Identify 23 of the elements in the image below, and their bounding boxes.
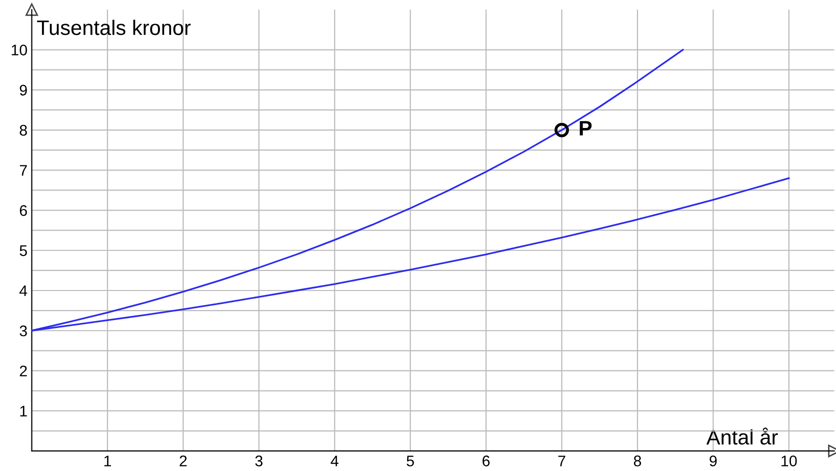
x-tick-label: 2 — [180, 456, 187, 466]
x-axis-title: Antal år — [706, 428, 778, 445]
annotation: P — [580, 121, 592, 136]
y-axis-title: Tusentals kronor — [37, 20, 191, 36]
x-tick-label: 7 — [558, 456, 566, 466]
y-tick-label: 7 — [20, 165, 27, 176]
y-tick-label: 5 — [20, 245, 27, 256]
x-tick-label: 10 — [782, 456, 797, 466]
y-tick-label: 8 — [20, 124, 27, 136]
x-tick-label: 8 — [634, 456, 642, 466]
x-tick-label: 6 — [482, 456, 490, 466]
x-tick-label: 9 — [710, 456, 717, 466]
y-tick-label: 10 — [12, 44, 28, 56]
y-tick-label: 3 — [20, 325, 27, 336]
y-tick-label: 9 — [20, 84, 27, 96]
y-tick-label: 6 — [20, 205, 27, 216]
y-tick-label: 2 — [20, 366, 27, 376]
y-tick-label: 1 — [20, 406, 27, 416]
x-tick-label: 5 — [406, 456, 414, 466]
x-tick-label: 4 — [330, 456, 338, 466]
y-tick-label: 4 — [19, 286, 28, 296]
x-tick-label: 3 — [255, 456, 262, 466]
x-tick-label: 1 — [104, 456, 111, 466]
